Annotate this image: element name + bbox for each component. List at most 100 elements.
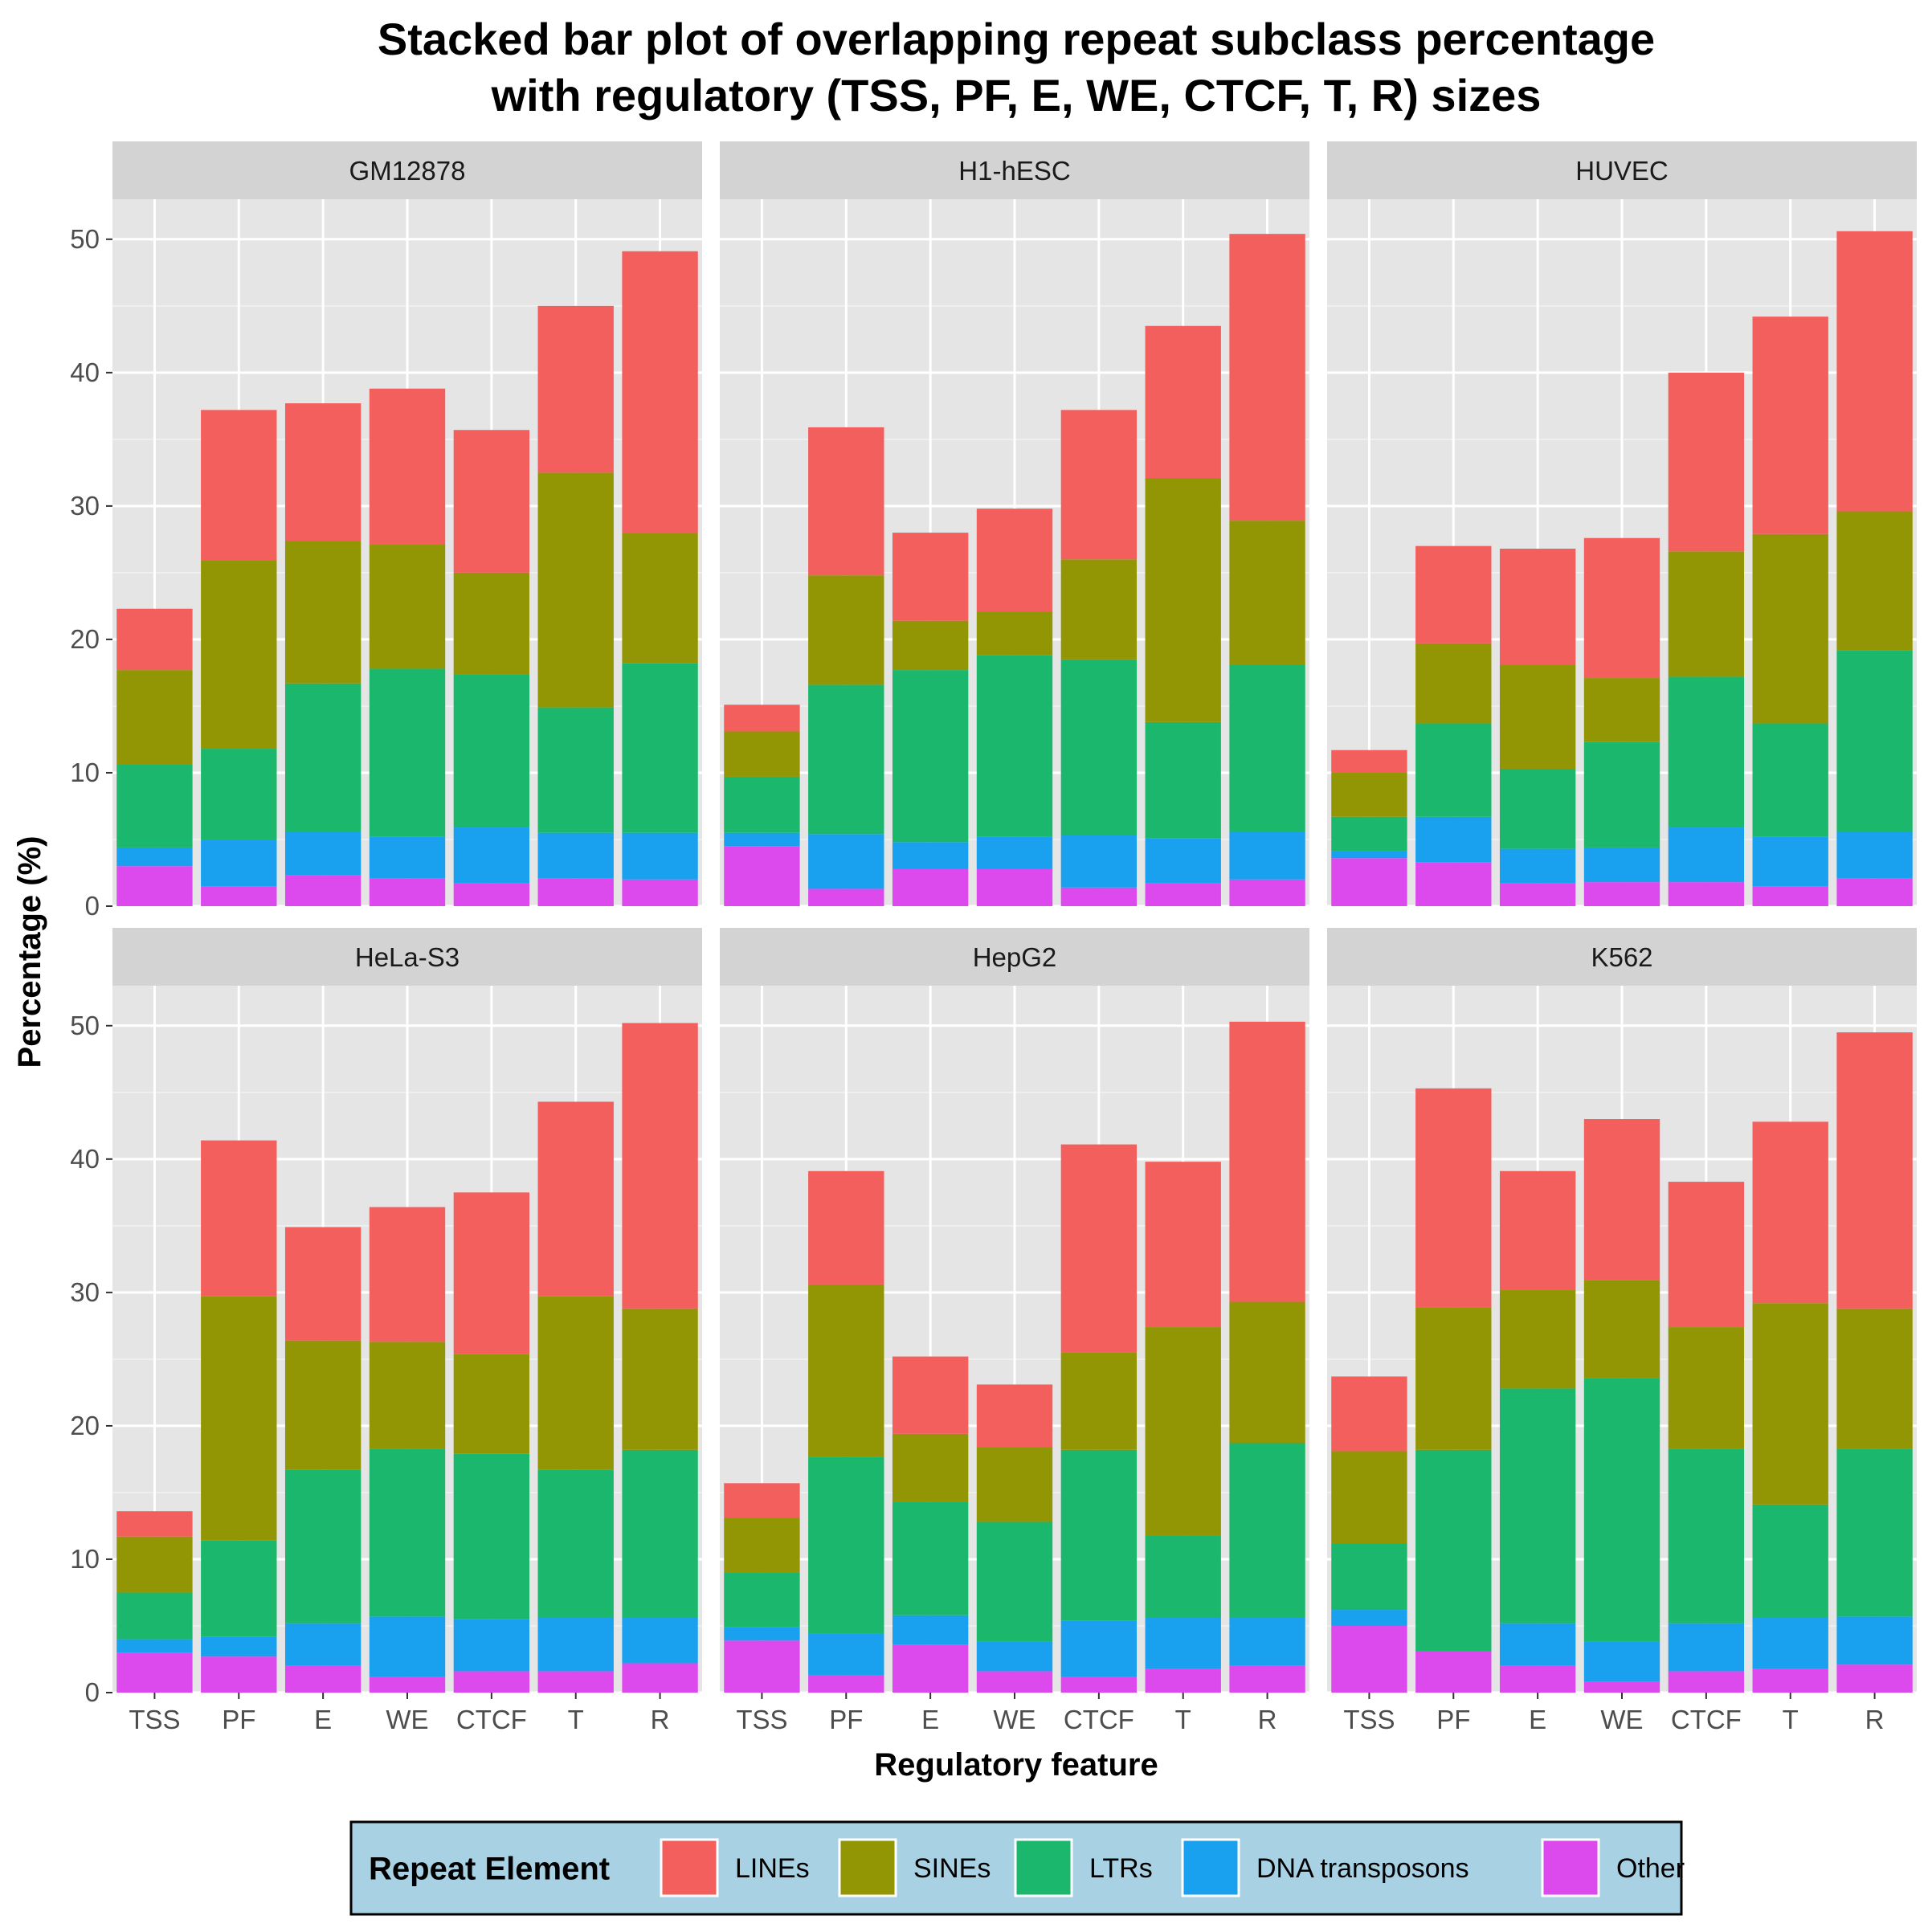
x-tick-label: CTCF (456, 1705, 527, 1734)
bar-segment-ltrs-t (1145, 721, 1221, 839)
facet-panel-hela-s3: HeLa-S3 0 10 20 30 40 50 TSS PF E WE CTCF T R (70, 928, 702, 1734)
facet-strip (112, 141, 702, 199)
facet-strip-label: K562 (1591, 942, 1652, 972)
bar-segment-other-r (1229, 1665, 1305, 1693)
legend-title: Repeat Element (369, 1852, 610, 1887)
bar-segment-other-e (284, 1665, 362, 1693)
y-tick-label: 10 (70, 1544, 100, 1574)
bar-segment-other-tss (1331, 1625, 1407, 1693)
facet-strip (1327, 928, 1917, 986)
bar-segment-sines-tss (116, 670, 193, 765)
facet-strip-label: HepG2 (973, 942, 1057, 972)
bar-segment-sines-t (1145, 1327, 1221, 1536)
bar-segment-lines-t (1145, 1162, 1221, 1328)
bar-segment-other-pf (1415, 1651, 1492, 1693)
bar-segment-lines-e (1499, 549, 1576, 665)
bar-segment-lines-tss (724, 705, 800, 732)
bar-segment-sines-tss (116, 1536, 193, 1593)
bar-segment-lines-tss (1331, 1376, 1407, 1452)
bar-segment-dna-transposons-we (976, 1641, 1053, 1672)
bar-segment-other-we (369, 878, 446, 906)
bar-segment-other-tss (724, 1640, 800, 1693)
legend-label-sines: SINEs (913, 1853, 991, 1884)
bar-segment-dna-transposons-we (976, 836, 1053, 869)
bar-segment-lines-ctcf (1060, 410, 1138, 560)
bar-segment-lines-we (369, 1207, 446, 1342)
bar-segment-ltrs-t (537, 1469, 614, 1619)
bar-segment-sines-pf (808, 575, 884, 685)
x-tick-label: T (1175, 1705, 1191, 1734)
bar-segment-dna-transposons-pf (1415, 816, 1492, 863)
bar-segment-sines-tss (1331, 1451, 1407, 1544)
bar-segment-ltrs-r (1836, 1448, 1913, 1617)
x-tick-label: R (1258, 1705, 1277, 1734)
bar-segment-ltrs-t (1752, 1504, 1828, 1619)
bar-segment-lines-t (537, 305, 614, 473)
bar-segment-other-we (976, 868, 1053, 906)
bar-segment-lines-t (1752, 1121, 1828, 1304)
facet-panel-h1-hesc: H1-hESC (720, 141, 1309, 908)
bar-segment-ltrs-we (1583, 1378, 1660, 1642)
bar-segment-dna-transposons-tss (116, 1639, 193, 1653)
bar-segment-sines-tss (1331, 772, 1407, 817)
bar-segment-dna-transposons-ctcf (453, 1619, 530, 1672)
bar-segment-dna-transposons-tss (724, 832, 800, 847)
bar-segment-dna-transposons-t (537, 1618, 614, 1672)
bar-segment-ltrs-pf (201, 749, 277, 839)
bar-segment-ltrs-t (1752, 723, 1828, 837)
facet-strip (720, 928, 1309, 986)
bar-segment-sines-ctcf (1668, 551, 1745, 677)
bar-segment-dna-transposons-r (622, 1618, 698, 1664)
facet-panel-hepg2: HepG2 TSS PF E WE CTCF T R (720, 928, 1309, 1734)
bar-segment-dna-transposons-pf (201, 839, 277, 887)
x-tick-label: T (568, 1705, 584, 1734)
bar-segment-other-ctcf (1060, 1677, 1138, 1693)
bar-segment-ltrs-r (1229, 664, 1305, 832)
bar-segment-dna-transposons-e (892, 1615, 969, 1645)
bar-segment-sines-we (1583, 1280, 1660, 1379)
x-axis-title: Regulatory feature (874, 1747, 1158, 1783)
bar-segment-other-we (369, 1677, 446, 1693)
x-tick-label: R (1865, 1705, 1885, 1734)
chart-title-line-2: with regulatory (TSS, PF, E, WE, CTCF, T… (491, 70, 1542, 120)
bar-segment-dna-transposons-e (1499, 1623, 1576, 1666)
bar-segment-dna-transposons-tss (1331, 851, 1407, 859)
bar-segment-lines-e (1499, 1170, 1576, 1290)
bar-segment-other-pf (1415, 862, 1492, 906)
facet-strip-label: GM12878 (349, 156, 466, 186)
bar-segment-lines-ctcf (453, 1192, 530, 1354)
bar-segment-ltrs-tss (724, 776, 800, 833)
y-tick-label: 30 (70, 491, 100, 521)
bar-segment-lines-e (284, 403, 362, 541)
bar-segment-lines-pf (808, 1170, 884, 1285)
facet-strip-label: HeLa-S3 (355, 942, 460, 972)
bar-segment-lines-pf (808, 427, 884, 576)
bar-segment-lines-e (892, 533, 969, 621)
bar-segment-ltrs-t (537, 707, 614, 833)
bar-segment-other-ctcf (1668, 1671, 1745, 1693)
legend-label-dna-transposons: DNA transposons (1256, 1853, 1469, 1884)
bar-segment-lines-tss (724, 1483, 800, 1518)
bar-segment-ltrs-tss (724, 1572, 800, 1628)
bar-segment-dna-transposons-r (622, 832, 698, 880)
facet-strip-label: H1-hESC (958, 156, 1070, 186)
bar-segment-lines-r (1229, 234, 1305, 521)
bar-segment-other-ctcf (453, 883, 530, 906)
bar-segment-ltrs-ctcf (1668, 676, 1745, 828)
bar-segment-lines-pf (1415, 1088, 1492, 1308)
bar-segment-sines-r (622, 533, 698, 664)
bar-segment-lines-e (284, 1227, 362, 1341)
bar-segment-sines-e (284, 541, 362, 684)
bar-segment-sines-t (1752, 1303, 1828, 1505)
bar-segment-ltrs-r (1229, 1443, 1305, 1619)
bar-segment-other-tss (116, 866, 193, 906)
bar-segment-dna-transposons-we (369, 836, 446, 879)
y-axis-title: Percentage (%) (12, 836, 47, 1068)
y-tick-label: 40 (70, 1144, 100, 1174)
bar-segment-sines-t (537, 472, 614, 708)
x-tick-label: E (1529, 1705, 1546, 1734)
bar-segment-lines-t (537, 1101, 614, 1297)
bar-segment-ltrs-e (1499, 768, 1576, 849)
y-tick-label: 0 (85, 891, 100, 921)
